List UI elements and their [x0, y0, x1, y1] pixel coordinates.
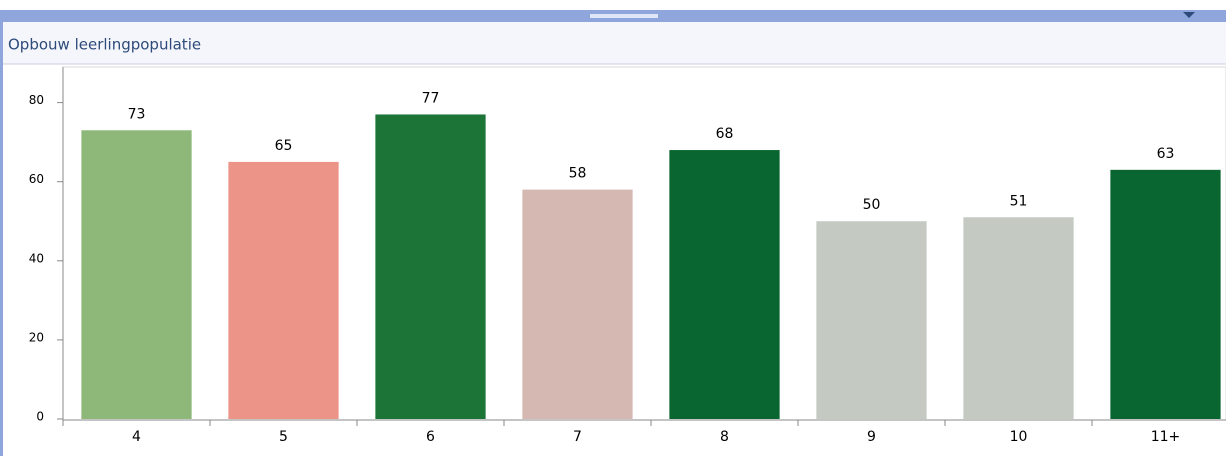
x-tick-label: 11+: [1151, 429, 1181, 445]
value-label: 77: [422, 90, 440, 106]
value-label: 65: [275, 138, 293, 154]
y-tick-label: 40: [29, 251, 44, 265]
value-label: 63: [1157, 146, 1175, 162]
y-tick-label: 80: [29, 93, 44, 107]
x-tick-label: 6: [426, 429, 435, 445]
bar: [963, 217, 1074, 419]
bar: [228, 161, 339, 420]
panel-left-border: [0, 22, 3, 456]
x-tick-label: 10: [1010, 429, 1028, 445]
x-tick-label: 4: [132, 429, 141, 445]
x-tick-label: 9: [867, 429, 876, 445]
bar: [81, 130, 192, 420]
x-tick-label: 8: [720, 429, 729, 445]
bar: [816, 221, 927, 419]
value-label: 68: [716, 126, 734, 142]
value-label: 58: [569, 166, 587, 182]
bar: [669, 150, 780, 419]
bar: [375, 114, 486, 420]
value-label: 73: [128, 106, 146, 122]
y-tick-label: 60: [29, 172, 44, 186]
x-tick-label: 5: [279, 429, 288, 445]
value-label: 50: [863, 197, 881, 213]
value-label: 51: [1010, 193, 1028, 209]
drag-handle[interactable]: [590, 14, 658, 18]
title-bar: [3, 22, 1226, 64]
top-margin: [0, 0, 1226, 10]
bar: [522, 189, 633, 419]
y-tick-label: 0: [36, 410, 44, 424]
chart-title: Opbouw leerlingpopulatie: [8, 36, 201, 54]
y-tick-label: 20: [29, 330, 44, 344]
x-tick-label: 7: [573, 429, 582, 445]
dropdown-arrow[interactable]: [1183, 12, 1195, 18]
bar: [1110, 169, 1221, 419]
